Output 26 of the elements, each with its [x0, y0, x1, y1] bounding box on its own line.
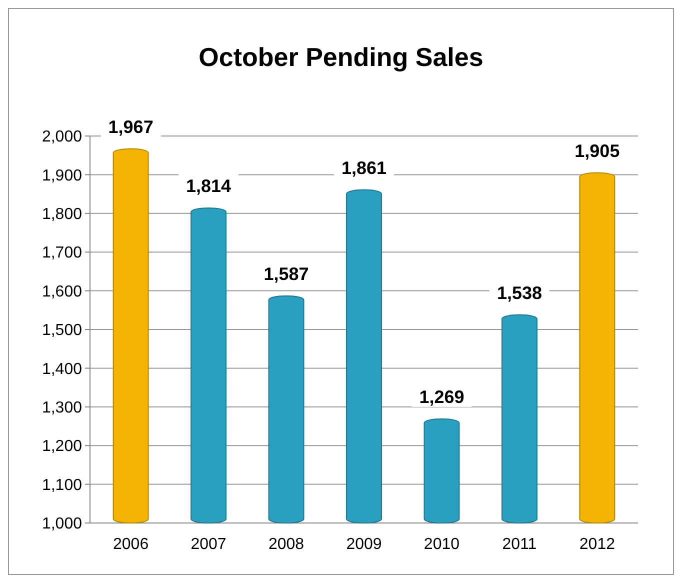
- x-tick-label: 2006: [113, 536, 149, 553]
- y-tick-label: 1,800: [42, 206, 82, 223]
- y-tick-label: 1,500: [42, 322, 82, 340]
- y-tick-label: 1,600: [42, 283, 82, 300]
- chart-title: October Pending Sales: [198, 42, 484, 72]
- x-tick-label: 2011: [502, 536, 537, 553]
- data-label: 1,269: [419, 386, 464, 407]
- y-tick-label: 1,100: [42, 476, 82, 494]
- y-tick-label: 1,700: [42, 244, 82, 262]
- data-label: 1,905: [574, 140, 620, 161]
- y-tick-label: 2,000: [42, 128, 82, 146]
- data-label: 1,967: [108, 116, 154, 137]
- data-label: 1,587: [264, 264, 309, 284]
- x-tick-label: 2009: [346, 536, 382, 553]
- x-tick-label: 2008: [268, 536, 304, 553]
- x-tick-label: 2012: [579, 536, 616, 553]
- x-tick-label: 2007: [190, 536, 226, 553]
- y-tick-label: 1,400: [42, 360, 82, 378]
- y-tick-label: 1,000: [42, 516, 82, 533]
- data-label: 1,538: [496, 282, 542, 303]
- y-tick-label: 1,300: [42, 400, 82, 416]
- data-label: 1,861: [341, 158, 387, 178]
- data-label: 1,814: [186, 176, 232, 196]
- y-tick-label: 1,200: [42, 438, 82, 456]
- x-tick-label: 2010: [424, 536, 460, 553]
- y-tick-label: 1,900: [42, 167, 82, 184]
